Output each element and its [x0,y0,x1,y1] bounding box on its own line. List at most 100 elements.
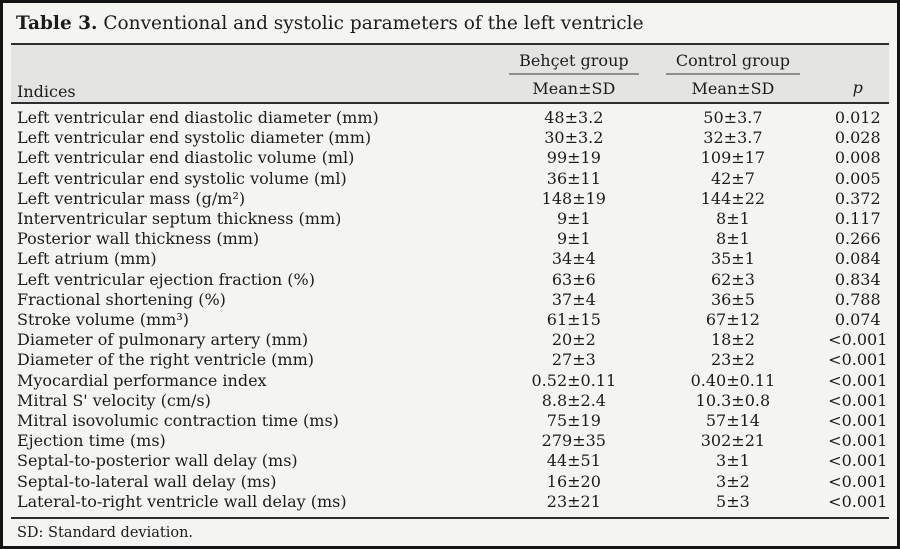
table-row: Posterior wall thickness (mm) 9±1 8±1 0.… [11,229,889,249]
p-value: 0.372 [834,188,881,208]
control-value: 35±1 [710,249,755,269]
behcet-value: 20±2 [551,330,596,350]
control-value: 0.40±0.11 [690,370,776,390]
p-value: <0.001 [828,431,888,451]
control-value: 3±2 [716,471,750,491]
table-row: Left ventricular end diastolic volume (m… [11,148,889,168]
row-label: Septal-to-posterior wall delay (ms) [17,451,298,471]
parameters-table: Indices Behçet group Control group Mean±… [11,42,889,512]
behcet-value: 8.8±2.4 [541,390,606,410]
table-row: Left ventricular end systolic diameter (… [11,128,889,148]
p-value: <0.001 [828,370,888,390]
table-row: Left ventricular mass (g/m²) 148±19 144±… [11,189,889,209]
row-label: Left ventricular end diastolic diameter … [17,107,379,127]
row-label: Lateral-to-right ventricle wall delay (m… [17,491,347,511]
row-label: Mitral S' velocity (cm/s) [17,390,211,410]
p-value: 0.266 [834,229,881,249]
behcet-value: 48±3.2 [544,107,604,127]
row-label: Mitral isovolumic contraction time (ms) [17,411,339,431]
row-label: Left ventricular ejection fraction (%) [17,269,315,289]
row-label: Fractional shortening (%) [17,289,226,309]
row-label: Left ventricular end systolic volume (ml… [17,168,347,188]
table-row: Mitral S' velocity (cm/s) 8.8±2.4 10.3±0… [11,391,889,411]
row-label: Diameter of the right ventricle (mm) [17,350,314,370]
table-row: Septal-to-posterior wall delay (ms) 44±5… [11,451,889,471]
behcet-value: 27±3 [551,350,596,370]
table-row: Interventricular septum thickness (mm) 9… [11,209,889,229]
p-header-spacer [826,42,889,76]
control-value: 32±3.7 [703,128,763,148]
row-label: Stroke volume (mm³) [17,310,189,329]
table-row: Diameter of pulmonary artery (mm) 20±2 1… [11,330,889,350]
table-row: Septal-to-lateral wall delay (ms) 16±20 … [11,472,889,492]
behcet-value: 63±6 [551,269,596,289]
p-value: <0.001 [828,491,888,511]
control-value: 144±22 [700,188,766,208]
table-caption: Table 3. Conventional and systolic param… [3,3,897,43]
behcet-group-label: Behçet group [509,51,639,75]
table-row: Left ventricular ejection fraction (%) 6… [11,270,889,290]
control-value: 18±2 [710,330,755,350]
p-value: <0.001 [828,451,888,471]
p-value: <0.001 [828,330,888,350]
behcet-value: 44±51 [546,451,601,471]
behcet-value: 37±4 [551,289,596,309]
subheader-row: Mean±SD Mean±SD p [11,75,889,104]
control-value: 42±7 [710,168,755,188]
control-value: 10.3±0.8 [695,390,771,410]
table-number: Table 3. [16,13,98,34]
control-value: 302±21 [700,431,766,451]
table-row: Left ventricular end systolic volume (ml… [11,169,889,189]
footnote: SD: Standard deviation. [17,525,194,542]
p-value: <0.001 [828,471,888,491]
table-body-container: Indices Behçet group Control group Mean±… [11,42,889,542]
control-value: 23±2 [710,350,755,370]
p-value: 0.008 [834,148,881,168]
table-title-text: Conventional and systolic parameters of … [103,13,644,34]
table-row: Diameter of the right ventricle (mm) 27±… [11,350,889,370]
row-label: Left ventricular mass (g/m²) [17,188,246,208]
p-value: 0.117 [834,208,881,228]
row-label: Left ventricular end systolic diameter (… [17,128,372,148]
table-header: Indices Behçet group Control group Mean±… [11,42,889,104]
p-value: <0.001 [828,350,888,370]
table-row: Myocardial performance index 0.52±0.11 0… [11,371,889,391]
behcet-value: 99±19 [546,148,601,168]
control-group-header: Control group [639,42,827,76]
behcet-meansd-header: Mean±SD [508,75,640,104]
p-value: <0.001 [828,390,888,410]
behcet-value: 75±19 [546,411,601,431]
control-value: 67±12 [705,310,760,329]
table-row: Fractional shortening (%) 37±4 36±5 0.78… [11,290,889,310]
control-value: 5±3 [716,491,750,511]
behcet-value: 0.52±0.11 [531,370,617,390]
behcet-value: 9±1 [556,229,591,249]
table-row: Mitral isovolumic contraction time (ms) … [11,411,889,431]
p-value: 0.012 [834,107,881,127]
row-label: Left ventricular end diastolic volume (m… [17,148,355,168]
row-label: Left atrium (mm) [17,249,157,269]
control-meansd-header: Mean±SD [639,75,827,104]
p-value: 0.074 [834,310,881,329]
control-value: 109±17 [700,148,766,168]
p-value: <0.001 [828,411,888,431]
row-label: Interventricular septum thickness (mm) [17,208,342,228]
behcet-value: 36±11 [546,168,601,188]
indices-header: Indices [11,42,509,104]
control-value: 62±3 [710,269,755,289]
row-label: Septal-to-lateral wall delay (ms) [17,471,277,491]
behcet-value: 9±1 [556,208,591,228]
row-label: Posterior wall thickness (mm) [17,229,260,249]
behcet-group-header: Behçet group [508,42,640,76]
p-value: 0.028 [834,128,881,148]
table-row: Left atrium (mm) 34±4 35±1 0.084 [11,249,889,269]
table-row: Lateral-to-right ventricle wall delay (m… [11,492,889,512]
p-header: p [826,75,889,104]
control-value: 57±14 [705,411,760,431]
behcet-value: 148±19 [541,188,606,208]
behcet-value: 16±20 [546,471,601,491]
control-value: 8±1 [716,229,750,249]
control-value: 3±1 [716,451,750,471]
table-row: Stroke volume (mm³) 61±15 67±12 0.074 [11,310,889,330]
